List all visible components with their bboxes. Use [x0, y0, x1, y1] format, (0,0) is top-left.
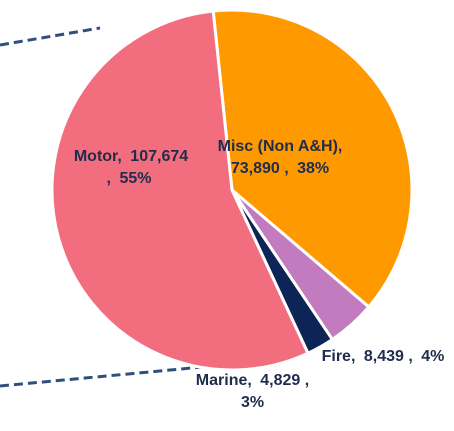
pie-slice — [50, 9, 310, 372]
label-part: Marine, — [195, 372, 252, 389]
label-part: 8,439 , — [363, 348, 413, 365]
label-part: 38% — [297, 160, 330, 177]
connector-line — [0, 26, 101, 47]
label-part: 73,890 , — [230, 160, 289, 177]
label-part: 4,829 , — [260, 372, 310, 389]
label-part: 55% — [119, 170, 152, 187]
label-part: 4% — [421, 348, 445, 365]
data-label: Misc (Non A&H), 73,890 , 38% — [205, 136, 355, 180]
data-label: Motor, 107,674 , 55% — [70, 146, 190, 190]
pie-slice — [211, 8, 414, 310]
label-part: Misc (Non A&H), — [217, 138, 343, 155]
label-part: 3% — [240, 394, 265, 411]
slices — [50, 8, 414, 372]
data-label: Fire, 8,439 , 4% — [312, 346, 454, 368]
label-part: 107,674 , — [106, 148, 189, 187]
label-part: Motor, — [73, 148, 122, 165]
data-label: Marine, 4,829 , 3% — [185, 370, 320, 414]
label-part: Fire, — [321, 348, 356, 365]
